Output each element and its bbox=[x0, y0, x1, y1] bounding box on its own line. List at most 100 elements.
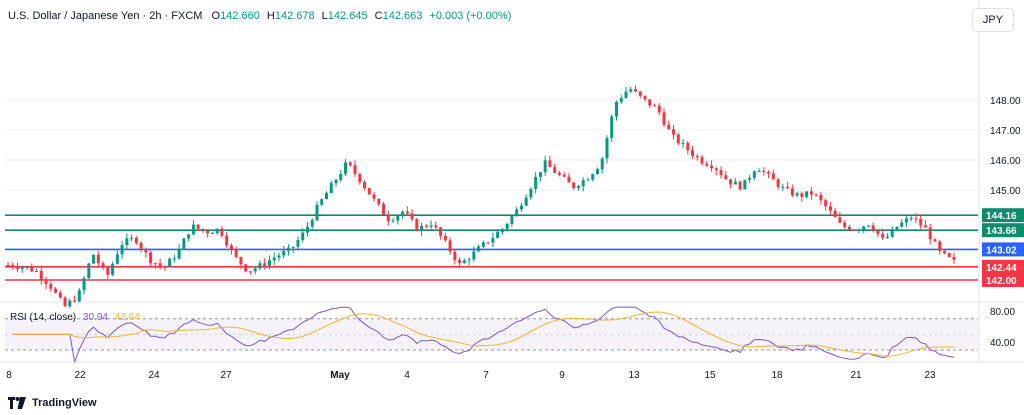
candle-body bbox=[282, 250, 286, 256]
candle-body bbox=[548, 160, 552, 168]
candle-body bbox=[586, 179, 590, 181]
time-axis-label: 8 bbox=[6, 370, 12, 381]
candle-body bbox=[557, 172, 561, 175]
level-tag-label: 142.44 bbox=[986, 263, 1017, 274]
candle-body bbox=[676, 134, 680, 144]
candle-body bbox=[653, 105, 657, 107]
candle-body bbox=[700, 157, 704, 164]
candle-body bbox=[705, 163, 709, 166]
time-axis-label: 18 bbox=[771, 370, 783, 381]
candle-body bbox=[87, 263, 91, 279]
candle-body bbox=[795, 193, 799, 196]
level-tag bbox=[982, 273, 1024, 287]
candle-body bbox=[210, 232, 214, 234]
candle-body bbox=[786, 186, 790, 189]
level-tag-label: 144.16 bbox=[986, 211, 1017, 222]
price-axis-label: 148.00 bbox=[990, 96, 1021, 107]
candle-body bbox=[909, 218, 913, 220]
candle-body bbox=[838, 217, 842, 223]
candle-body bbox=[163, 266, 167, 268]
time-axis-label: 7 bbox=[483, 370, 489, 381]
time-axis-label: 23 bbox=[924, 370, 936, 381]
rsi-legend: RSI (14, close) 30.94 42.64 bbox=[10, 312, 140, 323]
candle-body bbox=[710, 165, 714, 169]
level-tag-label: 143.02 bbox=[986, 245, 1017, 256]
candle-body bbox=[101, 263, 105, 268]
open-label: O bbox=[211, 10, 221, 22]
candle-body bbox=[933, 239, 937, 242]
candle-body bbox=[244, 264, 248, 272]
candle-body bbox=[515, 209, 519, 217]
candle-body bbox=[286, 247, 290, 251]
candle-body bbox=[843, 222, 847, 227]
time-axis-label: 4 bbox=[404, 370, 410, 381]
candle-body bbox=[201, 228, 205, 231]
level-tag-label: 143.66 bbox=[986, 226, 1017, 237]
candle-body bbox=[434, 225, 438, 228]
brand-footer[interactable]: TradingView bbox=[8, 397, 97, 409]
currency-button[interactable]: JPY bbox=[972, 8, 1014, 32]
candle-body bbox=[847, 226, 851, 231]
rsi-value: 30.94 bbox=[82, 312, 108, 323]
candle-body bbox=[134, 237, 138, 244]
candle-body bbox=[106, 267, 110, 275]
level-price-tags: 144.16 143.66 143.02 142.44 142.00 bbox=[982, 208, 1024, 287]
candle-body bbox=[752, 171, 756, 178]
rsi-lines bbox=[12, 306, 955, 364]
candle-body bbox=[876, 230, 880, 234]
candle-body bbox=[942, 250, 946, 254]
candle-body bbox=[904, 218, 908, 223]
candle-body bbox=[168, 258, 172, 267]
price-axis[interactable]: 148.00 147.00 146.00 145.00 80.00 40.00 bbox=[990, 96, 1021, 349]
candle-body bbox=[115, 254, 119, 264]
candle-body bbox=[182, 238, 186, 249]
candle-body bbox=[215, 228, 219, 233]
candle-body bbox=[11, 265, 15, 268]
candle-body bbox=[805, 191, 809, 197]
candle-body bbox=[895, 226, 899, 229]
candle-body bbox=[263, 263, 267, 266]
candle-body bbox=[553, 167, 557, 173]
candle-body bbox=[325, 193, 329, 200]
candle-body bbox=[714, 168, 718, 171]
candle-body bbox=[572, 182, 576, 189]
candle-body bbox=[315, 204, 319, 221]
candle-body bbox=[68, 300, 72, 307]
candle-body bbox=[149, 252, 153, 264]
candle-body bbox=[401, 211, 405, 216]
low-label: L bbox=[321, 10, 328, 22]
candle-body bbox=[329, 183, 333, 194]
candle-body bbox=[77, 290, 81, 302]
candle-body bbox=[643, 95, 647, 100]
candle-body bbox=[158, 263, 162, 267]
candle-body bbox=[73, 300, 77, 302]
candle-body bbox=[928, 227, 932, 240]
time-axis[interactable]: 8 22 24 27 May 4 7 9 13 15 18 21 23 bbox=[6, 370, 936, 381]
candle-body bbox=[334, 179, 338, 184]
candle-body bbox=[686, 143, 690, 151]
candle-body bbox=[453, 251, 457, 261]
symbol-name[interactable]: U.S. Dollar / Japanese Yen · 2h · FXCM bbox=[8, 10, 203, 22]
price-axis-label: 145.00 bbox=[990, 186, 1021, 197]
candle-body bbox=[919, 219, 923, 226]
candle-body bbox=[472, 251, 476, 260]
candle-body bbox=[467, 259, 471, 261]
candle-body bbox=[16, 267, 20, 269]
candle-body bbox=[695, 155, 699, 158]
candle-body bbox=[662, 112, 666, 125]
change-value: +0.003 (+0.00%) bbox=[429, 10, 512, 22]
candle-body bbox=[890, 228, 894, 237]
close-value: 142.663 bbox=[382, 10, 423, 22]
rsi-axis-label: 80.00 bbox=[990, 307, 1015, 318]
candle-body bbox=[947, 253, 951, 257]
candle-body bbox=[923, 225, 927, 228]
time-axis-label: 15 bbox=[704, 370, 716, 381]
candle-body bbox=[519, 205, 523, 210]
candle-body bbox=[49, 283, 53, 289]
candle-body bbox=[429, 225, 433, 227]
candle-body bbox=[130, 237, 134, 239]
candle-body bbox=[819, 194, 823, 201]
candle-body bbox=[576, 186, 580, 189]
rsi-title[interactable]: RSI (14, close) bbox=[10, 312, 77, 323]
